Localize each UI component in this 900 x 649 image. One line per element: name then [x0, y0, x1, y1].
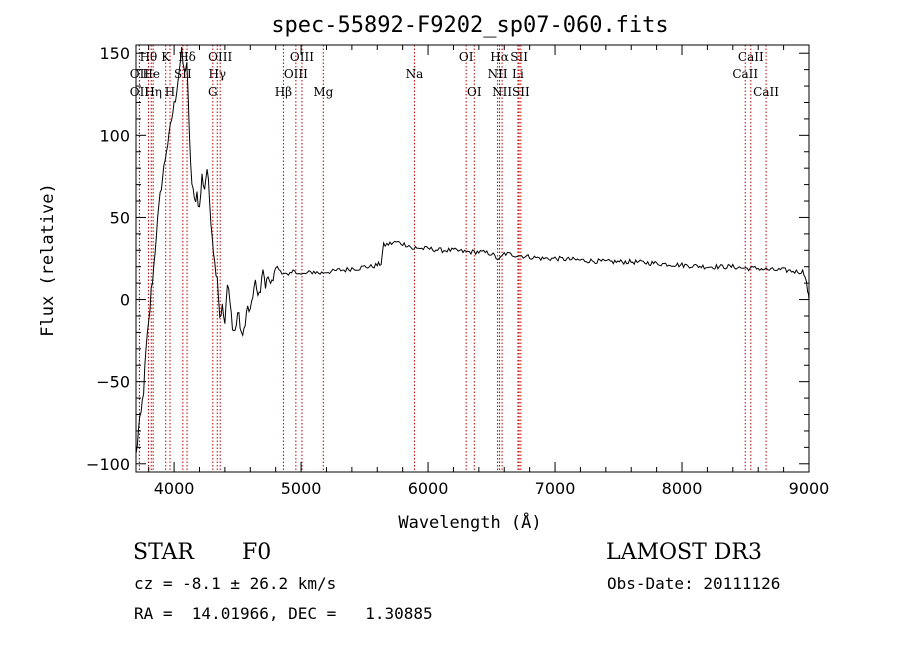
spectral-line-label: G: [208, 85, 218, 99]
survey-name: LAMOST DR3: [606, 540, 762, 565]
object-class: STAR: [133, 540, 194, 565]
y-tick-label: 100: [99, 126, 130, 145]
object-subclass: F0: [242, 540, 272, 565]
y-tick-label: 150: [99, 44, 130, 63]
chart-title: spec-55892-F9202_sp07-060.fits: [271, 13, 668, 38]
spectral-line-label: Na: [406, 67, 424, 81]
x-tick-label: 8000: [662, 479, 703, 498]
spectral-line-label: Mg: [313, 85, 333, 99]
spectral-line-label: OIII: [290, 50, 314, 64]
spectral-line-label: CaII: [753, 85, 779, 99]
plot-frame: [135, 44, 810, 473]
y-tick-label: −50: [96, 373, 130, 392]
spectral-line-label: NII: [492, 85, 512, 99]
x-tick-label: 4000: [154, 479, 195, 498]
spectral-line-label: SII: [174, 67, 192, 81]
spectral-line-label: SII: [510, 50, 528, 64]
x-tick-label: 7000: [535, 479, 576, 498]
x-tick-label: 6000: [408, 479, 449, 498]
spectral-line-label: Hα: [490, 50, 509, 64]
spectral-line-label: K: [161, 50, 171, 64]
observation-date: Obs-Date: 20111126: [607, 574, 781, 593]
spectrum-line: [135, 46, 810, 454]
spectral-line-label: CaII: [732, 67, 758, 81]
x-axis-label: Wavelength (Å): [398, 511, 541, 533]
spectral-line-label: CaII: [738, 50, 764, 64]
y-tick-label: 0: [120, 291, 130, 310]
spectral-line-label: H: [165, 85, 175, 99]
y-tick-label: −100: [86, 455, 130, 474]
y-tick-label: 50: [110, 208, 130, 227]
spectral-line-label: OII: [130, 85, 150, 99]
coordinates-readout: RA = 14.01966, DEC = 1.30885: [134, 604, 433, 623]
redshift-readout: cz = -8.1 ± 26.2 km/s: [134, 574, 337, 593]
spectral-line-label: Hη: [144, 85, 162, 99]
spectral-line-label: OI: [467, 85, 482, 99]
spectral-line-label: OI: [459, 50, 474, 64]
spectral-line-label: He: [142, 67, 160, 81]
x-tick-label: 9000: [789, 479, 830, 498]
axes: 4000 5000 6000 7000 8000 9000 −100 −50 0 50 100 150: [86, 44, 829, 498]
spectral-line-label: NII: [488, 67, 508, 81]
spectral-line-label: Hγ: [208, 67, 226, 81]
x-tick-label: 5000: [281, 479, 322, 498]
y-axis-label: Flux (relative): [38, 183, 58, 337]
spectral-line-label: Hθ: [140, 50, 158, 64]
spectral-line-label: Hβ: [275, 85, 292, 99]
spectral-line-label: OIII: [208, 50, 232, 64]
spectral-line-label: Li: [512, 67, 524, 81]
spectral-line-label: OIII: [284, 67, 308, 81]
spectral-line-label: SII: [512, 85, 530, 99]
